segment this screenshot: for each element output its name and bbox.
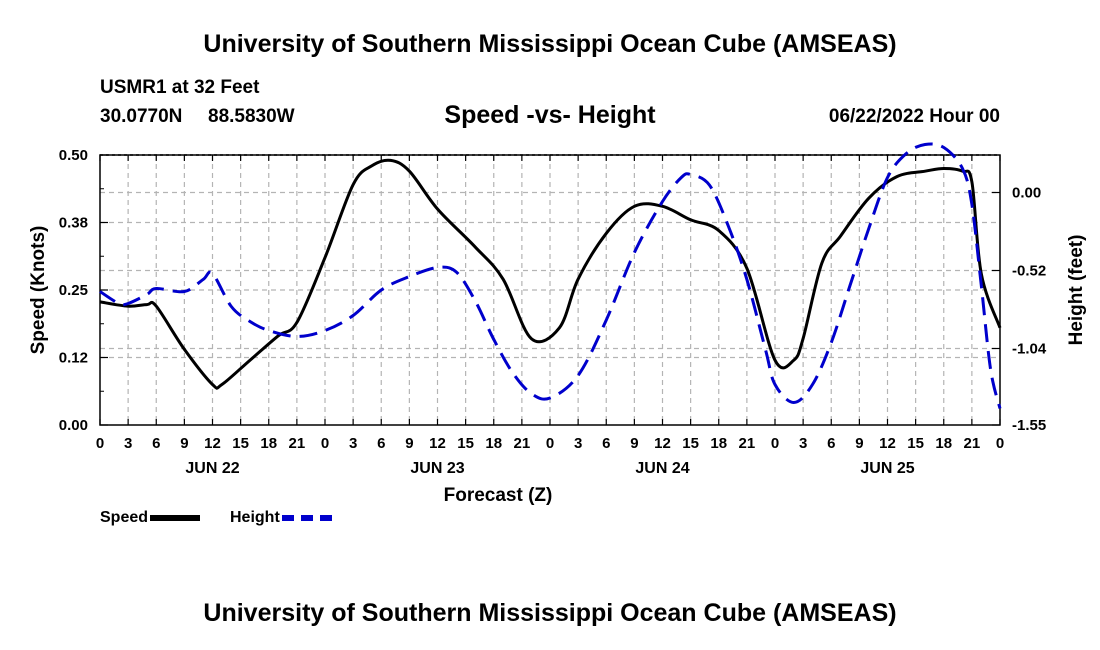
day-label: JUN 24 xyxy=(635,460,689,477)
legend-speed: Speed xyxy=(100,509,201,527)
x-tick-label: 12 xyxy=(654,435,671,452)
longitude-label: 88.5830W xyxy=(208,106,295,127)
x-tick-label: 3 xyxy=(574,435,582,452)
x-tick-label: 0 xyxy=(96,435,104,452)
legend-speed-label: Speed xyxy=(100,509,149,526)
chart-title: Speed -vs- Height xyxy=(444,101,656,129)
x-tick-label: 6 xyxy=(152,435,160,452)
grid xyxy=(99,154,1001,426)
x-tick-label: 6 xyxy=(602,435,610,452)
y-tick-label: 0.38 xyxy=(59,215,88,232)
x-tick-label: 9 xyxy=(855,435,863,452)
legend-height: Height xyxy=(230,509,332,527)
y2-tick-label: 0.00 xyxy=(1012,185,1041,202)
series-layer xyxy=(99,142,1002,409)
x-tick-label: 15 xyxy=(232,435,249,452)
footer-title: University of Southern Mississippi Ocean… xyxy=(203,599,897,627)
x-tick-label: 6 xyxy=(827,435,835,452)
x-tick-label: 3 xyxy=(799,435,807,452)
y-axis-label: Speed (Knots) xyxy=(28,226,49,355)
x-tick-label: 18 xyxy=(485,435,502,452)
x-tick-label: 12 xyxy=(879,435,896,452)
x-tick-label: 18 xyxy=(710,435,727,452)
x-tick-label: 0 xyxy=(996,435,1004,452)
x-tick-label: 6 xyxy=(377,435,385,452)
x-tick-label: 15 xyxy=(682,435,699,452)
legend-height-swatch xyxy=(281,514,332,521)
x-tick-label: 21 xyxy=(739,435,756,452)
x-tick-label: 21 xyxy=(514,435,531,452)
y2-tick-label: -1.04 xyxy=(1012,341,1047,358)
y-tick-label: 0.50 xyxy=(59,147,88,164)
x-tick-label: 12 xyxy=(429,435,446,452)
y2-tick-label: -0.52 xyxy=(1012,263,1046,280)
axes xyxy=(99,154,1001,426)
x-tick-label: 0 xyxy=(321,435,329,452)
legend-speed-swatch xyxy=(150,514,201,521)
x-tick-label: 18 xyxy=(935,435,952,452)
x-tick-label: 21 xyxy=(964,435,981,452)
station-label: USMR1 at 32 Feet xyxy=(100,77,260,98)
height-series-line xyxy=(99,142,1002,409)
x-tick-label: 18 xyxy=(260,435,277,452)
day-label: JUN 23 xyxy=(410,460,464,477)
y2-axis-label: Height (feet) xyxy=(1066,235,1087,346)
y2-tick-label: -1.55 xyxy=(1012,417,1046,434)
x-tick-label: 21 xyxy=(289,435,306,452)
x-tick-label: 0 xyxy=(771,435,779,452)
forecast-date: 06/22/2022 Hour 00 xyxy=(828,106,1000,127)
y-tick-label: 0.25 xyxy=(59,282,88,299)
x-tick-label: 9 xyxy=(180,435,188,452)
x-tick-label: 3 xyxy=(124,435,132,452)
x-tick-label: 12 xyxy=(204,435,221,452)
tick-labels: 0 3 6 9 12 15 18 21 0 3 6 9 12 15 18 21 0 3 6 9 12 15 18 21 0 3 6 9… xyxy=(59,147,1047,477)
x-axis-label: Forecast (Z) xyxy=(444,485,553,506)
x-tick-label: 15 xyxy=(907,435,924,452)
x-tick-label: 0 xyxy=(546,435,554,452)
legend-height-label: Height xyxy=(230,509,280,526)
x-tick-label: 3 xyxy=(349,435,357,452)
y-tick-label: 0.12 xyxy=(59,350,88,367)
y-tick-label: 0.00 xyxy=(59,417,88,434)
day-label: JUN 25 xyxy=(860,460,914,477)
x-tick-label: 9 xyxy=(630,435,638,452)
latitude-label: 30.0770N xyxy=(100,106,183,127)
day-label: JUN 22 xyxy=(185,460,239,477)
x-tick-label: 15 xyxy=(457,435,474,452)
main-title: University of Southern Mississippi Ocean… xyxy=(203,30,897,58)
x-tick-label: 9 xyxy=(405,435,413,452)
